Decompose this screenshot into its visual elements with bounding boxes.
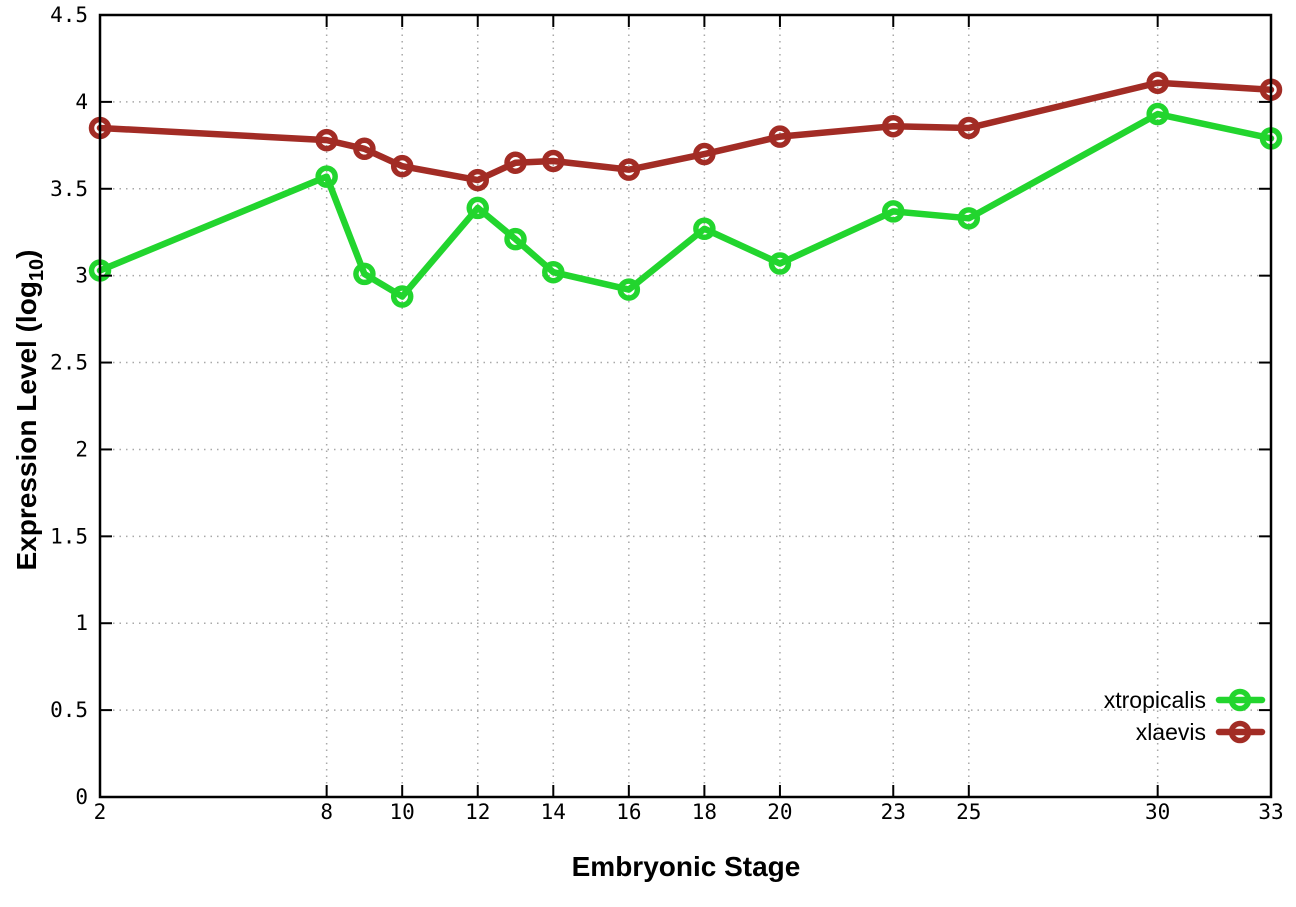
marker-xlaevis-stage-9 <box>353 137 376 161</box>
y-tick-label-0: 0 <box>75 785 88 809</box>
marker-xlaevis-stage-30 <box>1146 71 1169 95</box>
legend-sample-marker-xlaevis <box>1228 720 1252 744</box>
y-tick-label-3.5: 3.5 <box>50 177 88 201</box>
x-axis-title: Embryonic Stage <box>572 851 801 882</box>
y-tick-label-4: 4 <box>75 90 88 114</box>
marker-xtropicalis-stage-25 <box>957 207 981 230</box>
marker-xlaevis-stage-20 <box>768 125 792 148</box>
x-tick-label-18: 18 <box>692 800 717 824</box>
y-tick-label-4.5: 4.5 <box>50 3 88 27</box>
legend-label-xtropicalis: xtropicalis <box>1104 687 1206 713</box>
marker-xlaevis-stage-23 <box>882 114 905 138</box>
marker-xlaevis-stage-14 <box>542 149 565 173</box>
marker-xlaevis-stage-10 <box>390 154 414 178</box>
marker-xtropicalis-stage-10 <box>390 285 414 308</box>
x-tick-label-30: 30 <box>1145 800 1170 824</box>
y-tick-label-1.5: 1.5 <box>50 524 88 548</box>
legend-entry-xtropicalis: xtropicalis <box>1104 687 1266 713</box>
x-tick-label-2: 2 <box>94 800 107 824</box>
legend-layer: xtropicalis xlaevis <box>1104 687 1266 745</box>
grid-layer <box>100 15 1271 797</box>
legend-entry-xlaevis: xlaevis <box>1136 719 1266 745</box>
series-xlaevis <box>88 71 1283 192</box>
marker-xtropicalis-stage-20 <box>768 252 792 275</box>
x-tick-label-8: 8 <box>320 800 333 824</box>
x-tick-label-12: 12 <box>465 800 490 824</box>
y-tick-label-2.5: 2.5 <box>50 351 88 375</box>
marker-xtropicalis-stage-16 <box>617 278 641 301</box>
series-line-xtropicalis <box>96 110 1275 300</box>
marker-xlaevis-stage-12 <box>466 168 489 192</box>
marker-xtropicalis-stage-9 <box>353 262 376 286</box>
marker-xtropicalis-stage-13 <box>504 227 527 251</box>
legend-sample-marker-xtropicalis <box>1228 688 1252 712</box>
marker-xlaevis-stage-18 <box>693 142 716 166</box>
marker-xlaevis-stage-8 <box>315 128 338 152</box>
x-tick-label-10: 10 <box>390 800 415 824</box>
y-tick-label-0.5: 0.5 <box>50 698 88 722</box>
marker-xtropicalis-stage-18 <box>693 217 716 240</box>
y-axis-title-end: ) <box>11 250 42 259</box>
tick-label-layer: 2 8 10 12 14 16 18 20 23 25 30 33 0 0.5 1 1.5 2 2.5 3 3.5 4 4… <box>50 3 1284 824</box>
y-axis-title-main: Expression Level (log <box>11 281 42 570</box>
y-axis-title: Expression Level (log10) <box>11 250 48 571</box>
y-axis-title-subscript: 10 <box>26 259 48 281</box>
y-tick-label-1: 1 <box>75 611 88 635</box>
plot-border <box>98 13 1273 799</box>
x-tick-label-20: 20 <box>767 800 792 824</box>
marker-xtropicalis-stage-30 <box>1146 102 1169 126</box>
x-tick-label-33: 33 <box>1258 800 1283 824</box>
marker-xlaevis-stage-16 <box>617 158 641 181</box>
marker-xtropicalis-stage-23 <box>882 200 905 223</box>
marker-xtropicalis-stage-8 <box>315 165 338 188</box>
marker-xlaevis-stage-25 <box>957 116 981 140</box>
legend-label-xlaevis: xlaevis <box>1136 719 1206 745</box>
y-tick-label-3: 3 <box>75 264 88 288</box>
x-tick-label-23: 23 <box>881 800 906 824</box>
series-line-xlaevis <box>96 79 1275 184</box>
y-tick-label-2: 2 <box>75 437 88 461</box>
axis-layer <box>98 13 1273 799</box>
marker-xtropicalis-stage-12 <box>466 196 489 220</box>
series-layer <box>88 71 1283 308</box>
marker-xlaevis-stage-13 <box>504 151 527 174</box>
series-xtropicalis <box>88 102 1283 308</box>
x-tick-label-16: 16 <box>616 800 641 824</box>
marker-xtropicalis-stage-14 <box>542 260 565 284</box>
x-tick-label-14: 14 <box>541 800 566 824</box>
x-tick-label-25: 25 <box>956 800 981 824</box>
